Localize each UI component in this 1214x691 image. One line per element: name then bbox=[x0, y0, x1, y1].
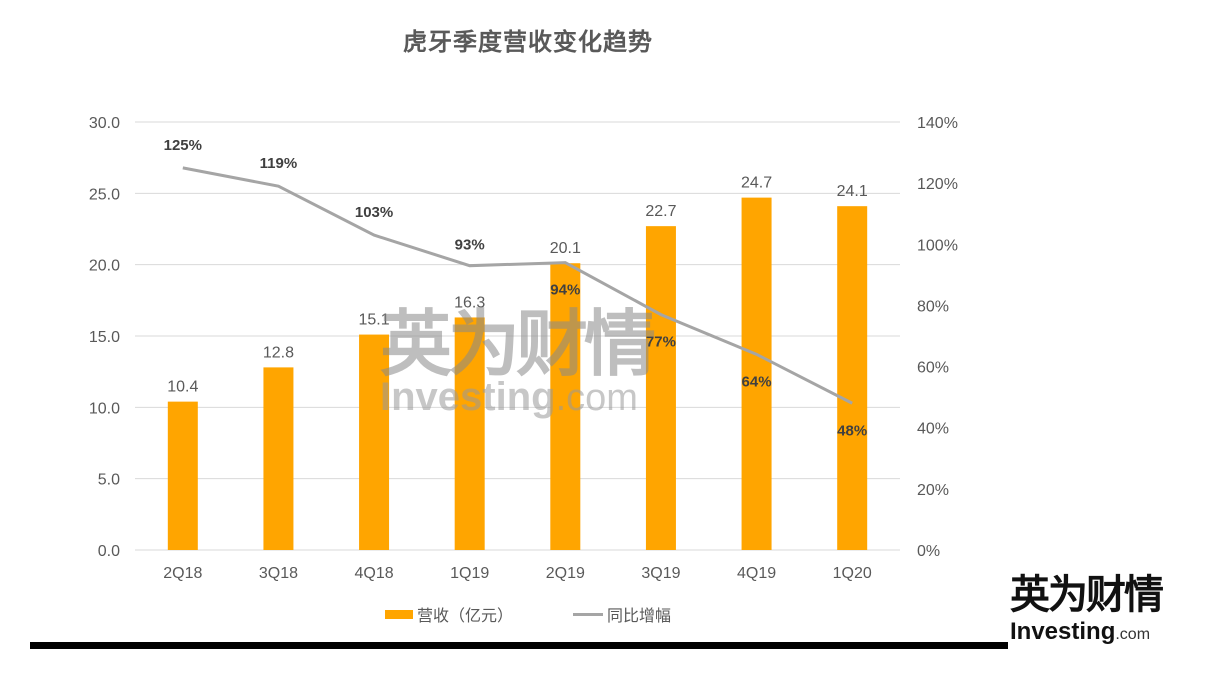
growth-value-label: 119% bbox=[260, 155, 298, 172]
bar-value-label: 22.7 bbox=[645, 203, 676, 220]
bar-swatch-icon bbox=[384, 609, 413, 619]
bar-value-label: 10.4 bbox=[167, 379, 198, 396]
right-axis-tick: 40% bbox=[917, 421, 949, 438]
bar-labels: 10.4 12.8 15.1 16.3 20.1 22.7 24.7 24.1 bbox=[167, 175, 868, 396]
revenue-bar bbox=[741, 197, 772, 550]
category-label: 2Q19 bbox=[546, 565, 585, 582]
revenue-bar bbox=[645, 226, 676, 550]
growth-value-label: 94% bbox=[550, 282, 580, 299]
category-label: 4Q19 bbox=[737, 565, 776, 582]
line-swatch-icon bbox=[573, 612, 603, 616]
right-axis-tick: 80% bbox=[917, 298, 949, 315]
growth-value-label: 93% bbox=[455, 237, 485, 254]
category-label: 2Q18 bbox=[163, 565, 202, 582]
chart-plot: 0.0 5.0 10.0 15.0 20.0 25.0 30.0 0% 20% 40% 60% 80… bbox=[89, 115, 958, 582]
growth-line bbox=[182, 166, 853, 405]
bar-value-label: 16.3 bbox=[454, 294, 485, 311]
legend-item-growth[interactable]: 同比增幅 bbox=[573, 602, 671, 626]
category-label: 1Q20 bbox=[833, 565, 872, 582]
revenue-bar bbox=[167, 401, 198, 550]
revenue-bar bbox=[263, 367, 294, 550]
revenue-bar bbox=[550, 263, 581, 550]
left-axis-tick: 20.0 bbox=[89, 258, 120, 275]
growth-value-label: 77% bbox=[646, 334, 676, 351]
right-axis-tick: 120% bbox=[917, 176, 958, 193]
left-axis-tick: 15.0 bbox=[89, 329, 120, 346]
bar-series bbox=[167, 197, 868, 550]
legend: 营收（亿元） 同比增幅 bbox=[0, 602, 1056, 626]
revenue-bar bbox=[359, 334, 390, 550]
right-axis-tick: 60% bbox=[917, 360, 949, 377]
left-axis-tick: 25.0 bbox=[89, 186, 120, 203]
legend-item-revenue[interactable]: 营收（亿元） bbox=[384, 602, 513, 626]
category-label: 4Q18 bbox=[354, 565, 393, 582]
investing-logo: 英为财情 Investing.com bbox=[1010, 572, 1164, 645]
category-label: 3Q18 bbox=[259, 565, 298, 582]
left-axis-ticks: 0.0 5.0 10.0 15.0 20.0 25.0 30.0 bbox=[89, 115, 120, 560]
chart-title: 虎牙季度营收变化趋势 bbox=[403, 28, 653, 56]
right-axis-tick: 0% bbox=[917, 543, 940, 560]
category-label: 3Q19 bbox=[641, 565, 680, 582]
gridlines bbox=[135, 121, 900, 551]
bottom-divider bbox=[30, 642, 1008, 649]
bar-value-label: 12.8 bbox=[263, 344, 294, 361]
bar-value-label: 15.1 bbox=[358, 312, 389, 329]
bar-value-label: 24.7 bbox=[741, 175, 772, 192]
left-axis-tick: 10.0 bbox=[89, 400, 120, 417]
x-axis-labels: 2Q18 3Q18 4Q18 1Q19 2Q19 3Q19 4Q19 1Q20 bbox=[163, 565, 872, 582]
left-axis-tick: 30.0 bbox=[89, 115, 120, 132]
left-axis-tick: 0.0 bbox=[98, 543, 120, 560]
line-labels: 125% 119% 103% 93% 94% 77% 64% 48% bbox=[164, 137, 868, 439]
category-label: 1Q19 bbox=[450, 565, 489, 582]
left-axis-tick: 5.0 bbox=[98, 472, 120, 489]
right-axis-tick: 140% bbox=[917, 115, 958, 132]
right-axis-tick: 20% bbox=[917, 482, 949, 499]
bar-value-label: 24.1 bbox=[837, 183, 868, 200]
growth-value-label: 103% bbox=[355, 204, 393, 221]
revenue-bar bbox=[837, 206, 868, 550]
right-axis-tick: 100% bbox=[917, 237, 958, 254]
growth-value-label: 48% bbox=[837, 422, 867, 439]
growth-value-label: 64% bbox=[742, 373, 772, 390]
growth-value-label: 125% bbox=[164, 137, 202, 154]
right-axis-ticks: 0% 20% 40% 60% 80% 100% 120% 140% bbox=[917, 115, 958, 560]
revenue-bar bbox=[454, 317, 485, 550]
bar-value-label: 20.1 bbox=[550, 240, 581, 257]
